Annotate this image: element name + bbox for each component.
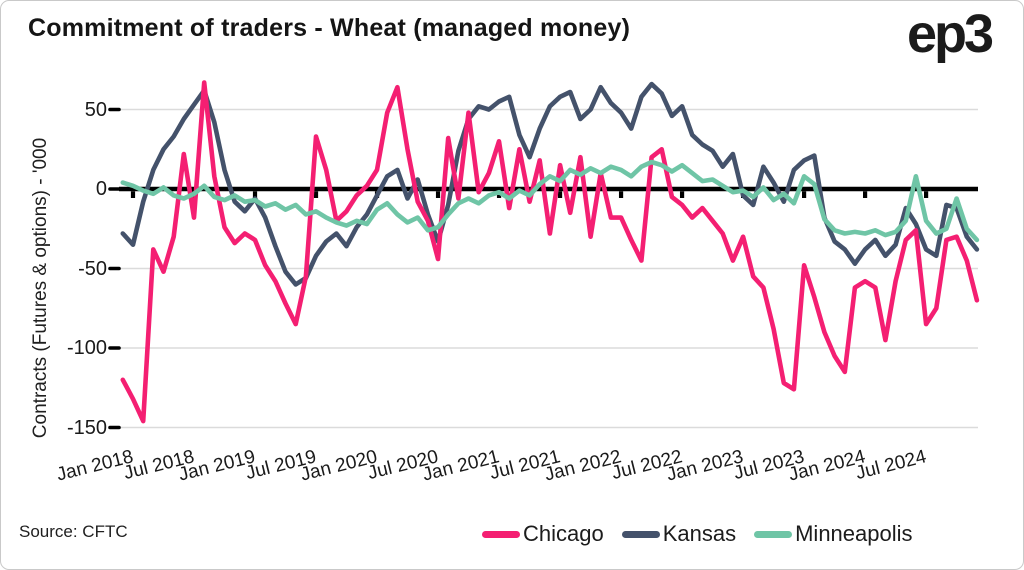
- legend-label-minneapolis: Minneapolis: [795, 521, 913, 546]
- chart-title: Commitment of traders - Wheat (managed m…: [28, 14, 631, 42]
- legend-swatch-chicago: [482, 530, 520, 538]
- legend-swatch-kansas: [621, 530, 660, 538]
- legend-label-kansas: Kansas: [662, 521, 737, 546]
- legend: Chicago Kansas Minneapolis: [482, 521, 913, 547]
- series-line-chicago: [120, 80, 980, 424]
- source-note: Source: CFTC: [19, 522, 128, 541]
- series-line-kansas: [120, 81, 980, 287]
- legend-item-chicago: Chicago: [482, 521, 604, 547]
- series-line-minneapolis: [120, 159, 980, 243]
- legend-item-kansas: Kansas: [621, 521, 737, 547]
- legend-label-chicago: Chicago: [523, 521, 604, 546]
- legend-swatch-minneapolis: [754, 530, 793, 538]
- legend-item-minneapolis: Minneapolis: [754, 521, 913, 547]
- ep3-logo: ep3: [906, 4, 994, 64]
